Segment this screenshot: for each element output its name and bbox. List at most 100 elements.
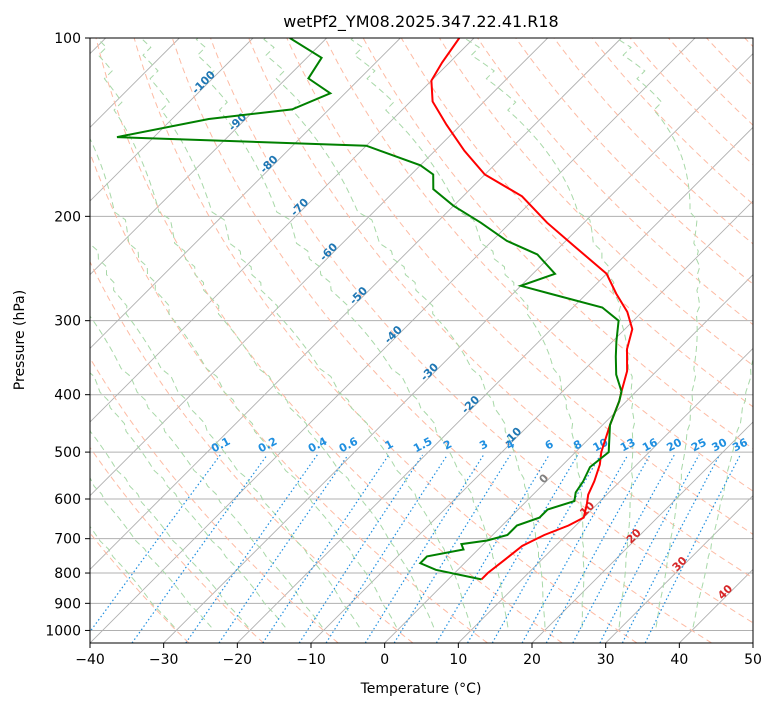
- x-tick-label: −20: [223, 652, 253, 668]
- mixing-ratio-label: 16: [640, 436, 660, 455]
- mixing-ratio-line: [218, 454, 349, 643]
- dry-adiabat-label: -40: [382, 323, 405, 346]
- dry-adiabat-line: [90, 446, 264, 643]
- moist-adiabat-line: [692, 357, 753, 628]
- dry-adiabat-line: [362, 38, 753, 450]
- mixing-ratio-label: 36: [730, 436, 750, 455]
- y-ticks: 100 200 300 400 500 600 700 800 900 1000: [45, 31, 90, 639]
- isotherm-line: [90, 38, 327, 276]
- y-tick-label: 1000: [45, 623, 81, 639]
- dry-adiabat-line: [744, 38, 753, 48]
- mixing-ratio-line: [262, 454, 390, 643]
- moist-adiabat-line: [350, 38, 585, 628]
- isotherm-line: [90, 38, 622, 570]
- mixing-ratio-label: 6: [543, 437, 556, 452]
- dry-adiabat-line: [591, 38, 753, 205]
- moist-adiabat-line: [195, 38, 509, 628]
- dry-adiabat-label: -80: [257, 153, 280, 176]
- isotherm-line: [90, 38, 254, 202]
- mixing-ratio-line: [521, 454, 629, 643]
- dry-adiabat-line: [95, 38, 563, 643]
- dry-adiabat-line: [286, 38, 753, 535]
- mixing-ratio-line: [491, 454, 602, 643]
- dry-adiabat-line: [477, 38, 753, 326]
- mixing-ratio-label: 30: [710, 436, 730, 455]
- y-axis-label: Pressure (hPa): [12, 290, 28, 390]
- isotherm-line: [605, 495, 753, 643]
- dry-adiabat-line: [668, 38, 753, 126]
- chart-title: wetPf2_YM08.2025.347.22.41.R18: [283, 12, 558, 32]
- y-tick-label: 400: [54, 388, 81, 404]
- moist-adiabat-line: [141, 38, 472, 628]
- isotherm-line: [163, 53, 753, 643]
- moist-adiabat-line: [90, 137, 397, 628]
- grid-layer: 0.1 0.2 0.4 0.6 1 1.5 2 3 4 6 8 10 13 16 20 25 30 36-100-…: [90, 38, 753, 643]
- dry-adiabat-label: 40: [715, 582, 735, 602]
- dry-adiabat-line: [515, 38, 753, 285]
- dry-adiabat-line: [553, 38, 753, 245]
- dry-adiabat-label: -50: [347, 284, 370, 307]
- mixing-ratio-line: [572, 454, 675, 643]
- dry-adiabat-line: [171, 38, 712, 643]
- mixing-ratio-line: [325, 454, 448, 643]
- dry-adiabat-line: [438, 38, 753, 367]
- y-tick-label: 200: [54, 209, 81, 225]
- isotherm-line: [752, 642, 753, 643]
- dry-adiabat-label: -100: [189, 68, 218, 97]
- x-tick-label: 0: [380, 652, 389, 668]
- dry-adiabat-label: -20: [459, 393, 482, 416]
- dry-adiabat-line: [629, 38, 753, 166]
- x-tick-label: −10: [296, 652, 326, 668]
- x-tick-label: 50: [744, 652, 762, 668]
- moist-adiabat-line: [465, 38, 635, 628]
- mixing-ratio-label: 20: [664, 436, 684, 455]
- y-tick-label: 600: [54, 492, 81, 508]
- isotherm-line: [90, 38, 475, 423]
- isotherm-line: [384, 274, 753, 643]
- mixing-ratio-label: 13: [618, 436, 638, 455]
- temperature-profile-line: [430, 38, 634, 581]
- mixing-ratio-line: [393, 454, 511, 643]
- mixing-ratio-line: [298, 454, 424, 643]
- mixing-ratio-line: [90, 454, 221, 633]
- dewpoint-profile-line: [116, 38, 623, 581]
- x-axis-label: Temperature (°C): [360, 681, 482, 697]
- y-tick-label: 800: [54, 566, 81, 582]
- x-ticks: −40 −30 −20 −10 0 10 20 30 40 50: [75, 643, 762, 668]
- moist-adiabat-line: [617, 38, 701, 628]
- series-layer: [116, 38, 634, 581]
- dry-adiabat-label: -10: [501, 425, 524, 448]
- moist-adiabat-line: [90, 427, 249, 628]
- mixing-ratio-line: [364, 454, 485, 643]
- x-tick-label: −40: [75, 652, 105, 668]
- dry-adiabat-line: [90, 151, 488, 643]
- x-tick-label: 10: [449, 652, 467, 668]
- moist-adiabat-line: [90, 243, 360, 628]
- mixing-ratio-line: [466, 454, 579, 643]
- mixing-ratio-label: 25: [689, 436, 709, 455]
- mixing-ratio-line: [621, 454, 721, 643]
- dry-adiabat-label: -60: [317, 240, 340, 263]
- dry-adiabat-label: -70: [288, 195, 311, 218]
- moist-adiabat-line: [90, 477, 212, 628]
- mixing-ratio-line: [435, 454, 550, 643]
- dry-adiabat-line: [400, 38, 753, 408]
- y-tick-label: 700: [54, 532, 81, 548]
- isotherm-line: [90, 38, 401, 349]
- y-tick-label: 100: [54, 31, 81, 47]
- y-tick-label: 300: [54, 314, 81, 330]
- mixing-ratio-line: [644, 454, 741, 643]
- mixing-ratio-label: 2: [441, 437, 454, 452]
- dry-adiabat-line: [90, 357, 339, 643]
- dry-adiabat-line: [90, 260, 414, 643]
- moist-adiabat-line: [90, 315, 323, 628]
- mixing-ratio-line: [131, 454, 268, 643]
- dry-adiabat-line: [133, 38, 638, 643]
- isotherm-line: [458, 347, 753, 643]
- moist-adiabat-line: [97, 38, 435, 628]
- isotherm-line: [237, 126, 753, 643]
- y-tick-label: 500: [54, 445, 81, 461]
- x-tick-label: 40: [670, 652, 688, 668]
- isotherm-line: [531, 421, 753, 643]
